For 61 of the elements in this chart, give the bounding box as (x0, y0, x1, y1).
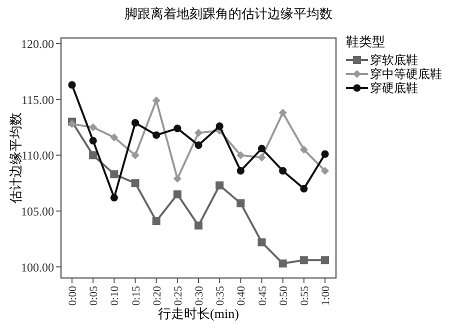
point (194, 128, 202, 137)
legend-label: 穿中等硬底鞋 (370, 67, 442, 81)
y-tick-label: 115.00 (21, 92, 54, 107)
point (216, 122, 224, 130)
point (110, 133, 118, 142)
y-tick-label: 100.00 (21, 260, 54, 274)
point (321, 166, 329, 175)
point (278, 259, 287, 268)
point (152, 96, 160, 105)
x-tick-label: 0:40 (236, 286, 248, 306)
point (279, 167, 287, 175)
x-tick-label: 0:20 (151, 286, 164, 306)
point (236, 167, 244, 175)
point (131, 179, 140, 188)
point (321, 256, 329, 264)
x-tick-label: 0:55 (298, 286, 311, 306)
y-tick-label: 110.00 (21, 148, 54, 163)
point (194, 222, 202, 230)
x-tick-label: 0:05 (88, 286, 100, 306)
y-tick-label: 105.00 (21, 204, 54, 219)
point (89, 123, 98, 132)
point (110, 194, 118, 202)
point (258, 144, 266, 152)
chart-title: 脚跟离着地刻踝角的估计边缘平均数 (124, 6, 332, 21)
point (258, 238, 266, 246)
x-tick-label: 0:35 (214, 286, 227, 306)
x-tick-label: 0:00 (67, 286, 79, 306)
x-tick-label: 0:15 (130, 286, 142, 306)
point (300, 184, 308, 192)
x-axis-title: 行走时长(min) (158, 306, 239, 321)
point (174, 124, 182, 132)
x-tick-label: 0:45 (256, 286, 269, 306)
point (300, 146, 308, 154)
x-tick-label: 1:00 (320, 286, 332, 306)
point (300, 256, 308, 264)
point (258, 153, 266, 162)
x-tick-label: 0:50 (278, 286, 290, 306)
point (236, 199, 245, 208)
y-tick-label: 120.00 (21, 37, 54, 52)
point (110, 170, 118, 178)
legend-label: 穿软底鞋 (370, 53, 418, 67)
point (152, 217, 160, 226)
point (236, 151, 245, 160)
legend-title: 鞋类型 (346, 34, 385, 49)
y-axis-title: 估计边缘平均数 (8, 112, 23, 204)
x-tick-label: 0:10 (109, 286, 122, 306)
point (131, 151, 140, 160)
point (278, 108, 287, 117)
point (173, 174, 182, 183)
x-tick-label: 0:25 (172, 286, 184, 306)
x-tick-label: 0:30 (194, 286, 206, 306)
point (89, 151, 98, 160)
point (194, 141, 202, 149)
point (131, 119, 140, 127)
point (152, 131, 160, 139)
point (173, 190, 182, 198)
point (68, 81, 76, 89)
legend-label: 穿硬底鞋 (370, 81, 418, 95)
point (216, 181, 224, 190)
point (321, 150, 329, 158)
point (89, 136, 97, 144)
